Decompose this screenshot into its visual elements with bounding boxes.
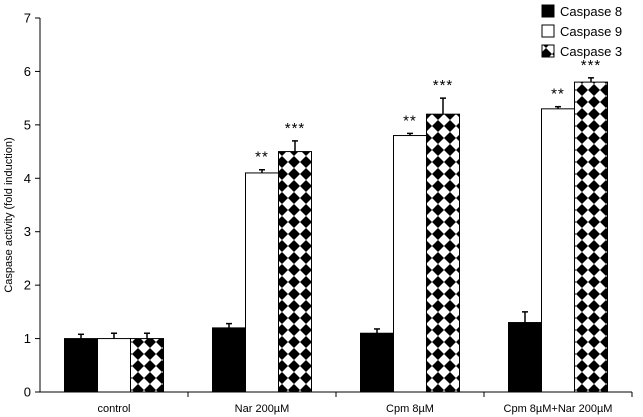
bar-caspase-3 [278, 151, 312, 393]
bar-caspase-3 [574, 81, 608, 393]
legend-swatch [541, 4, 555, 18]
significance-label: *** [433, 77, 454, 94]
y-tick-label: 5 [24, 117, 31, 132]
bar-caspase-9 [245, 172, 279, 393]
significance-label: *** [581, 57, 602, 74]
y-tick-label: 4 [24, 171, 31, 186]
significance-label: ** [403, 112, 417, 129]
x-category-label: Cpm 8µM+Nar 200µM [504, 403, 613, 415]
bar-caspase-8 [212, 327, 246, 393]
y-tick-label: 1 [24, 331, 31, 346]
significance-label: ** [551, 86, 565, 103]
legend-label: Caspase 3 [560, 44, 622, 59]
significance-label: ** [255, 149, 269, 166]
legend: Caspase 8 Caspase 9 Caspase 3 [541, 4, 622, 59]
bar-caspase-9 [393, 135, 427, 393]
x-category-label: Cpm 8µM [386, 403, 434, 415]
bar-caspase-3 [426, 113, 460, 393]
legend-label: Caspase 8 [560, 4, 622, 19]
bar-caspase-8 [64, 338, 98, 393]
legend-label: Caspase 9 [560, 24, 622, 39]
x-category-label: control [97, 403, 130, 415]
legend-swatch [541, 44, 555, 58]
y-tick-label: 6 [24, 64, 31, 79]
x-category-label: Nar 200µM [235, 403, 290, 415]
bar-caspase-9 [97, 338, 131, 393]
bar-caspase-9 [541, 108, 575, 393]
bar-caspase-3 [130, 338, 164, 393]
axes: 0 1 2 3 4 5 6 7 Caspase activity (fold induction… [3, 11, 633, 415]
y-tick-label: 2 [24, 278, 31, 293]
y-tick-label: 0 [24, 385, 31, 400]
y-tick-label: 7 [24, 11, 31, 26]
y-axis-label: Caspase activity (fold induction) [3, 137, 15, 292]
bar-caspase-8 [360, 332, 394, 393]
bar-caspase-8 [508, 322, 542, 393]
significance-label: *** [285, 120, 306, 137]
bars: ***** ********** [64, 57, 608, 393]
y-tick-label: 3 [24, 224, 31, 239]
legend-swatch [541, 24, 555, 38]
